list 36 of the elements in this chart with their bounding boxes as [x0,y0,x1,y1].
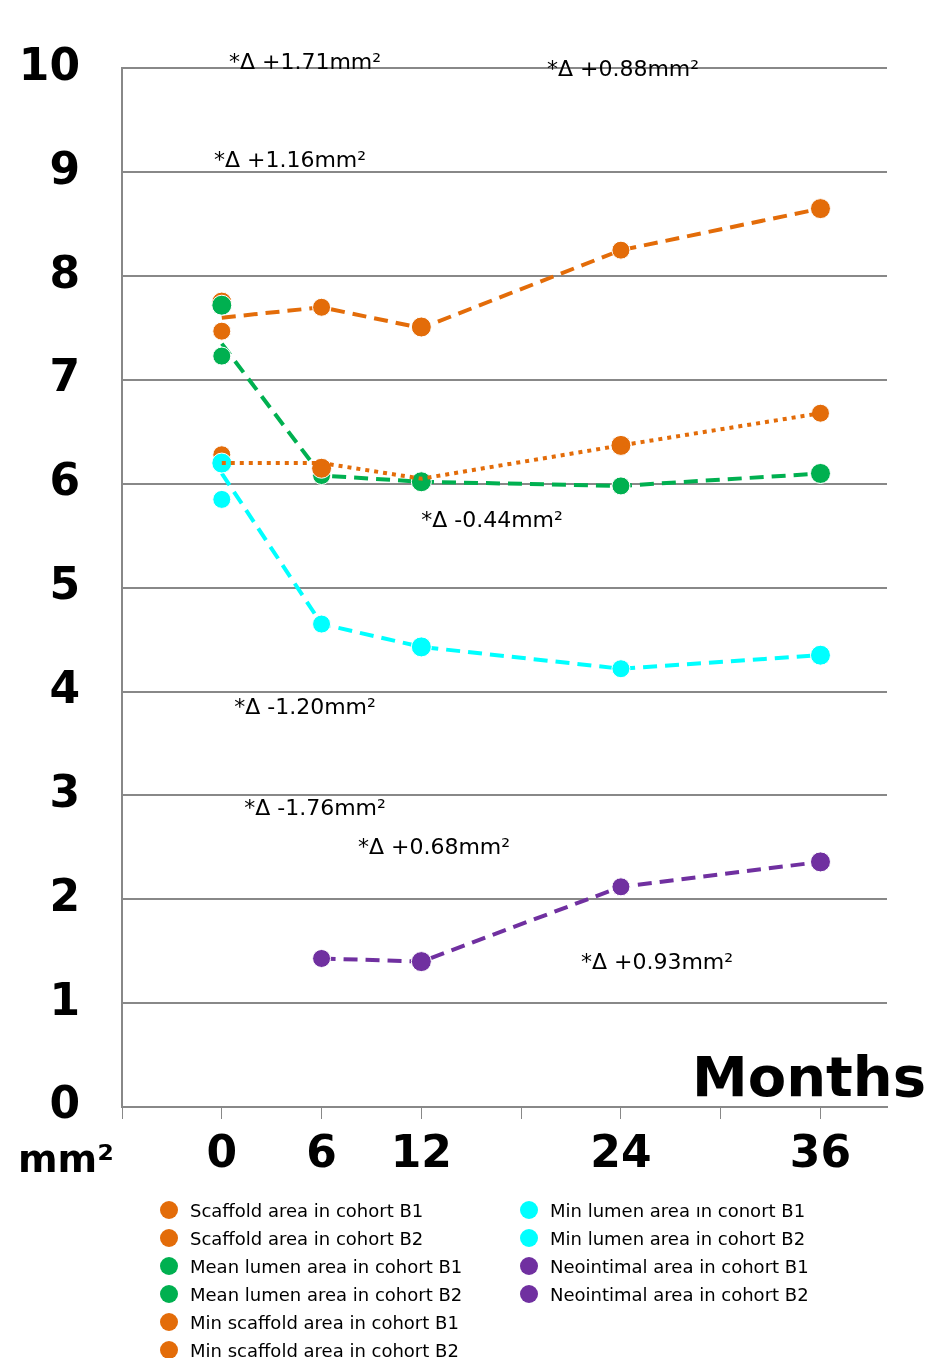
y-tick-label: 4 [49,662,80,713]
annotation: *Δ +0.68mm² [357,833,511,859]
x-tick-label: 24 [590,1125,652,1177]
legend-label: Min lumen area in cohort B2 [550,1227,806,1249]
y-tick-label: 9 [49,142,80,194]
legend-label: Min scaffold area in cohort B1 [190,1311,459,1333]
y-tick-label: 0 [49,1077,80,1129]
legend-label: Neointimal area in cohort B2 [550,1283,809,1305]
annotation: *Δ -1.20mm² [234,693,376,719]
legend-label: Scaffold area in cohort B1 [190,1199,424,1221]
y-tick-label: 7 [49,350,80,402]
y-tick-label: 8 [49,246,80,298]
annotation: *Δ +1.16mm² [213,146,367,172]
legend-label: Mean lumen area in cohort B2 [190,1283,463,1305]
annotation: *Δ -1.76mm² [244,794,386,820]
x-tick-label: 12 [390,1125,452,1177]
legend-label: Mean lumen area in cohort B1 [190,1255,463,1277]
y-tick-label: 2 [49,869,80,921]
y-tick-label: 1 [49,973,80,1025]
annotation: *Δ -0.44mm² [421,506,563,532]
y-tick-label: 5 [49,558,80,610]
legend-label: Min scaffold area in cohort B2 [190,1339,459,1358]
y-axis-title: mm² [18,1136,114,1181]
x-axis-title: Months [691,1043,926,1109]
annotation: *Δ +0.93mm² [580,948,734,974]
legend-label: Scaffold area in cohort B2 [190,1227,424,1249]
y-tick-label: 3 [49,765,80,817]
legend-label: Min lumen area ın conort B1 [550,1199,806,1221]
x-tick-label: 0 [206,1125,238,1177]
y-tick-label: 6 [49,454,80,506]
legend-label: Neointimal area in cohort B1 [550,1255,809,1277]
annotation: *Δ +1.71mm² [228,48,382,74]
annotation: *Δ +0.88mm² [546,55,700,81]
y-tick-label: 10 [18,38,80,90]
x-tick-label: 36 [789,1125,852,1177]
x-tick-label: 6 [306,1125,337,1177]
